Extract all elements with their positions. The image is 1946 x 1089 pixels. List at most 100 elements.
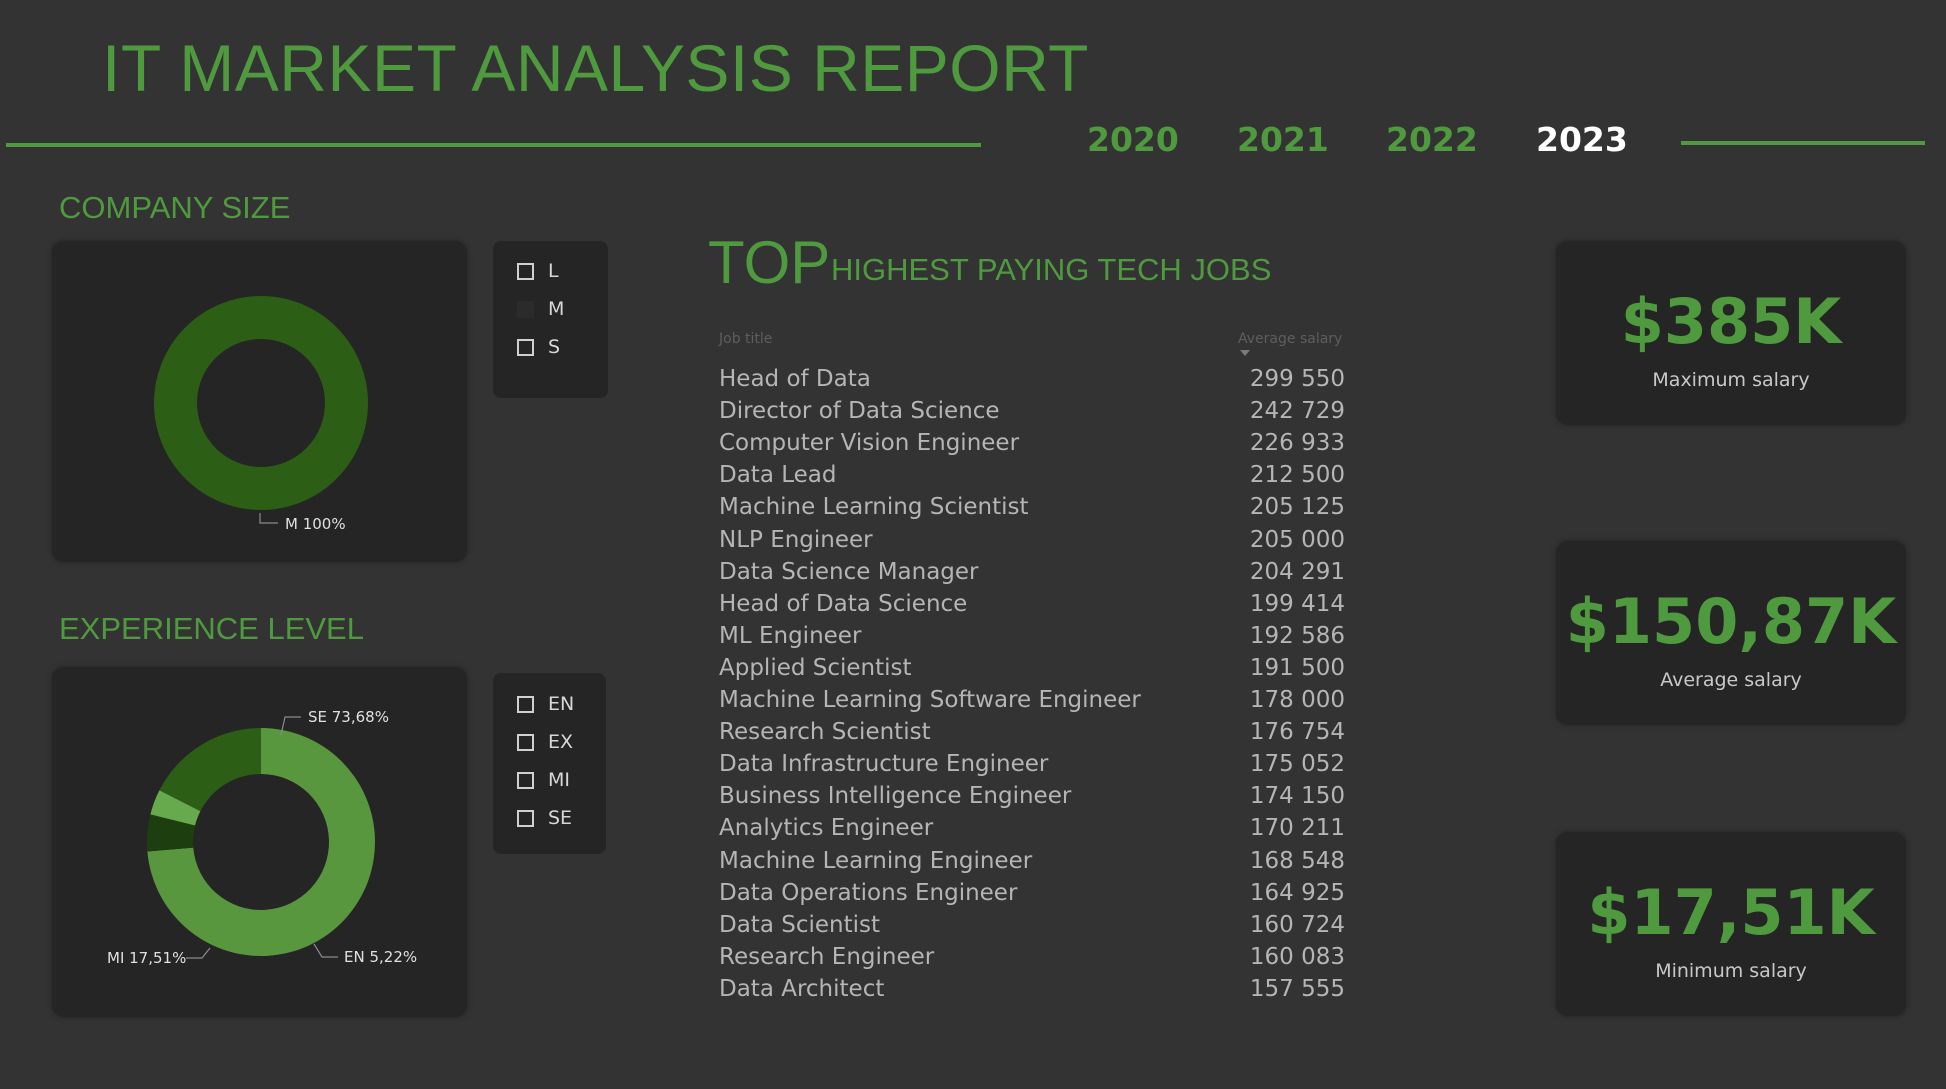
checkbox-m[interactable] xyxy=(517,300,534,318)
salary-cell: 191 500 xyxy=(1249,654,1345,681)
avg-salary-value: $150,87K xyxy=(1565,585,1897,658)
job-title-cell: Machine Learning Scientist xyxy=(719,494,1029,521)
salary-cell: 160 083 xyxy=(1249,943,1345,970)
se-leader-line xyxy=(280,716,301,736)
filter-exp-en[interactable]: EN xyxy=(517,690,574,718)
company-size-filter: L M S xyxy=(493,241,608,398)
checkbox-en[interactable] xyxy=(517,695,534,713)
table-row[interactable]: Research Scientist 176 754 xyxy=(719,716,1345,748)
en-slice-label: EN 5,22% xyxy=(344,948,417,966)
table-row[interactable]: Data Operations Engineer 164 925 xyxy=(719,877,1345,909)
top-subtitle: HIGHEST PAYING TECH JOBS xyxy=(831,252,1272,287)
donut-slice-ex[interactable] xyxy=(150,790,201,826)
job-title-cell: Data Infrastructure Engineer xyxy=(719,751,1049,778)
job-title-cell: Data Architect xyxy=(719,975,885,1002)
table-row[interactable]: Data Lead 212 500 xyxy=(719,459,1345,491)
job-title-cell: ML Engineer xyxy=(719,622,862,649)
salary-cell: 168 548 xyxy=(1249,847,1345,874)
experience-level-chart-card: SE 73,68% EN 5,22% MI 17,51% xyxy=(52,667,467,1017)
table-row[interactable]: Head of Data Science 199 414 xyxy=(719,588,1345,620)
en-leader-line xyxy=(313,943,338,958)
table-row[interactable]: Director of Data Science 242 729 xyxy=(719,395,1345,427)
salary-cell: 212 500 xyxy=(1249,462,1345,489)
salary-cell: 242 729 xyxy=(1249,398,1345,425)
table-row[interactable]: Computer Vision Engineer 226 933 xyxy=(719,427,1345,459)
max-salary-label: Maximum salary xyxy=(1652,369,1810,391)
checkbox-ex[interactable] xyxy=(517,733,534,751)
salary-cell: 174 150 xyxy=(1249,783,1345,810)
year-tab-2023[interactable]: 2023 xyxy=(1536,120,1628,159)
job-title-cell: Data Lead xyxy=(719,462,837,489)
donut-slice-en[interactable] xyxy=(147,814,196,852)
job-title-cell: Data Science Manager xyxy=(719,558,979,585)
min-salary-value: $17,51K xyxy=(1587,876,1875,949)
salary-cell: 205 000 xyxy=(1249,526,1345,553)
salary-cell: 204 291 xyxy=(1249,558,1345,585)
table-row[interactable]: Data Architect 157 555 xyxy=(719,973,1345,1005)
se-slice-label: SE 73,68% xyxy=(308,708,389,726)
filter-size-l[interactable]: L xyxy=(517,257,559,285)
job-title-cell: Head of Data xyxy=(719,366,871,392)
filter-exp-se[interactable]: SE xyxy=(517,804,572,832)
donut-slice-m[interactable] xyxy=(154,296,368,510)
company-size-title: COMPANY SIZE xyxy=(59,190,291,225)
kpi-min-card: $17,51K Minimum salary xyxy=(1556,832,1906,1016)
filter-size-s[interactable]: S xyxy=(517,333,560,361)
experience-level-filter: EN EX MI SE xyxy=(493,673,606,854)
checkbox-l[interactable] xyxy=(517,262,534,280)
job-title-cell: Research Scientist xyxy=(719,719,931,746)
experience-level-title: EXPERIENCE LEVEL xyxy=(59,611,364,646)
table-row[interactable]: Machine Learning Engineer 168 548 xyxy=(719,845,1345,877)
job-title-cell: Computer Vision Engineer xyxy=(719,430,1020,457)
salary-cell: 157 555 xyxy=(1249,975,1345,1002)
table-row[interactable]: Machine Learning Scientist 205 125 xyxy=(719,491,1345,523)
column-header-job-title[interactable]: Job title xyxy=(719,331,773,347)
salary-cell: 178 000 xyxy=(1249,687,1345,713)
checkbox-mi[interactable] xyxy=(517,771,534,789)
m-leader-line xyxy=(259,513,278,524)
job-title-cell: Data Operations Engineer xyxy=(719,879,1018,906)
min-salary-label: Minimum salary xyxy=(1655,960,1807,982)
top-heading: TOP xyxy=(708,229,831,296)
year-right-line xyxy=(1681,141,1925,145)
kpi-avg-card: $150,87K Average salary xyxy=(1556,541,1906,725)
filter-size-m[interactable]: M xyxy=(517,295,564,323)
table-row[interactable]: Data Science Manager 204 291 xyxy=(719,556,1345,588)
company-size-donut: M 100% xyxy=(154,296,368,533)
donut-slice-mi[interactable] xyxy=(159,728,261,812)
salary-cell: 299 550 xyxy=(1249,366,1345,392)
avg-salary-label: Average salary xyxy=(1660,669,1802,691)
table-row[interactable]: ML Engineer 192 586 xyxy=(719,620,1345,652)
job-title-cell: Machine Learning Engineer xyxy=(719,847,1033,874)
year-tab-2022[interactable]: 2022 xyxy=(1386,120,1478,159)
job-title-cell: Applied Scientist xyxy=(719,654,912,681)
checkbox-s[interactable] xyxy=(517,338,534,356)
table-row[interactable]: Research Engineer 160 083 xyxy=(719,941,1345,973)
table-row[interactable]: Data Scientist 160 724 xyxy=(719,909,1345,941)
year-tab-2020[interactable]: 2020 xyxy=(1087,120,1179,159)
checkbox-se[interactable] xyxy=(517,809,534,827)
job-title-cell: NLP Engineer xyxy=(719,526,873,553)
page-title: IT MARKET ANALYSIS REPORT xyxy=(102,31,1089,105)
table-row[interactable]: Applied Scientist 191 500 xyxy=(719,652,1345,684)
year-tab-2021[interactable]: 2021 xyxy=(1237,120,1329,159)
experience-level-donut: SE 73,68% EN 5,22% MI 17,51% xyxy=(107,708,417,967)
salary-cell: 192 586 xyxy=(1249,622,1345,649)
table-row[interactable]: Analytics Engineer 170 211 xyxy=(719,812,1345,844)
table-row[interactable]: Business Intelligence Engineer 174 150 xyxy=(719,780,1345,812)
salary-cell: 176 754 xyxy=(1249,719,1345,746)
job-title-cell: Head of Data Science xyxy=(719,590,968,617)
table-row[interactable]: Machine Learning Software Engineer 178 00… xyxy=(719,684,1345,716)
salary-cell: 226 933 xyxy=(1249,430,1345,457)
job-title-cell: Director of Data Science xyxy=(719,398,1000,425)
filter-exp-mi[interactable]: MI xyxy=(517,766,570,794)
max-salary-value: $385K xyxy=(1620,285,1842,358)
job-title-cell: Data Scientist xyxy=(719,911,880,938)
table-row[interactable]: Head of Data 299 550 xyxy=(719,363,1345,395)
table-row[interactable]: Data Infrastructure Engineer 175 052 xyxy=(719,748,1345,780)
m-slice-label: M 100% xyxy=(285,515,346,533)
table-row[interactable]: NLP Engineer 205 000 xyxy=(719,524,1345,556)
filter-exp-ex[interactable]: EX xyxy=(517,728,573,756)
column-header-average-salary[interactable]: Average salary xyxy=(1238,331,1343,347)
donut-slice-se[interactable] xyxy=(147,728,375,956)
